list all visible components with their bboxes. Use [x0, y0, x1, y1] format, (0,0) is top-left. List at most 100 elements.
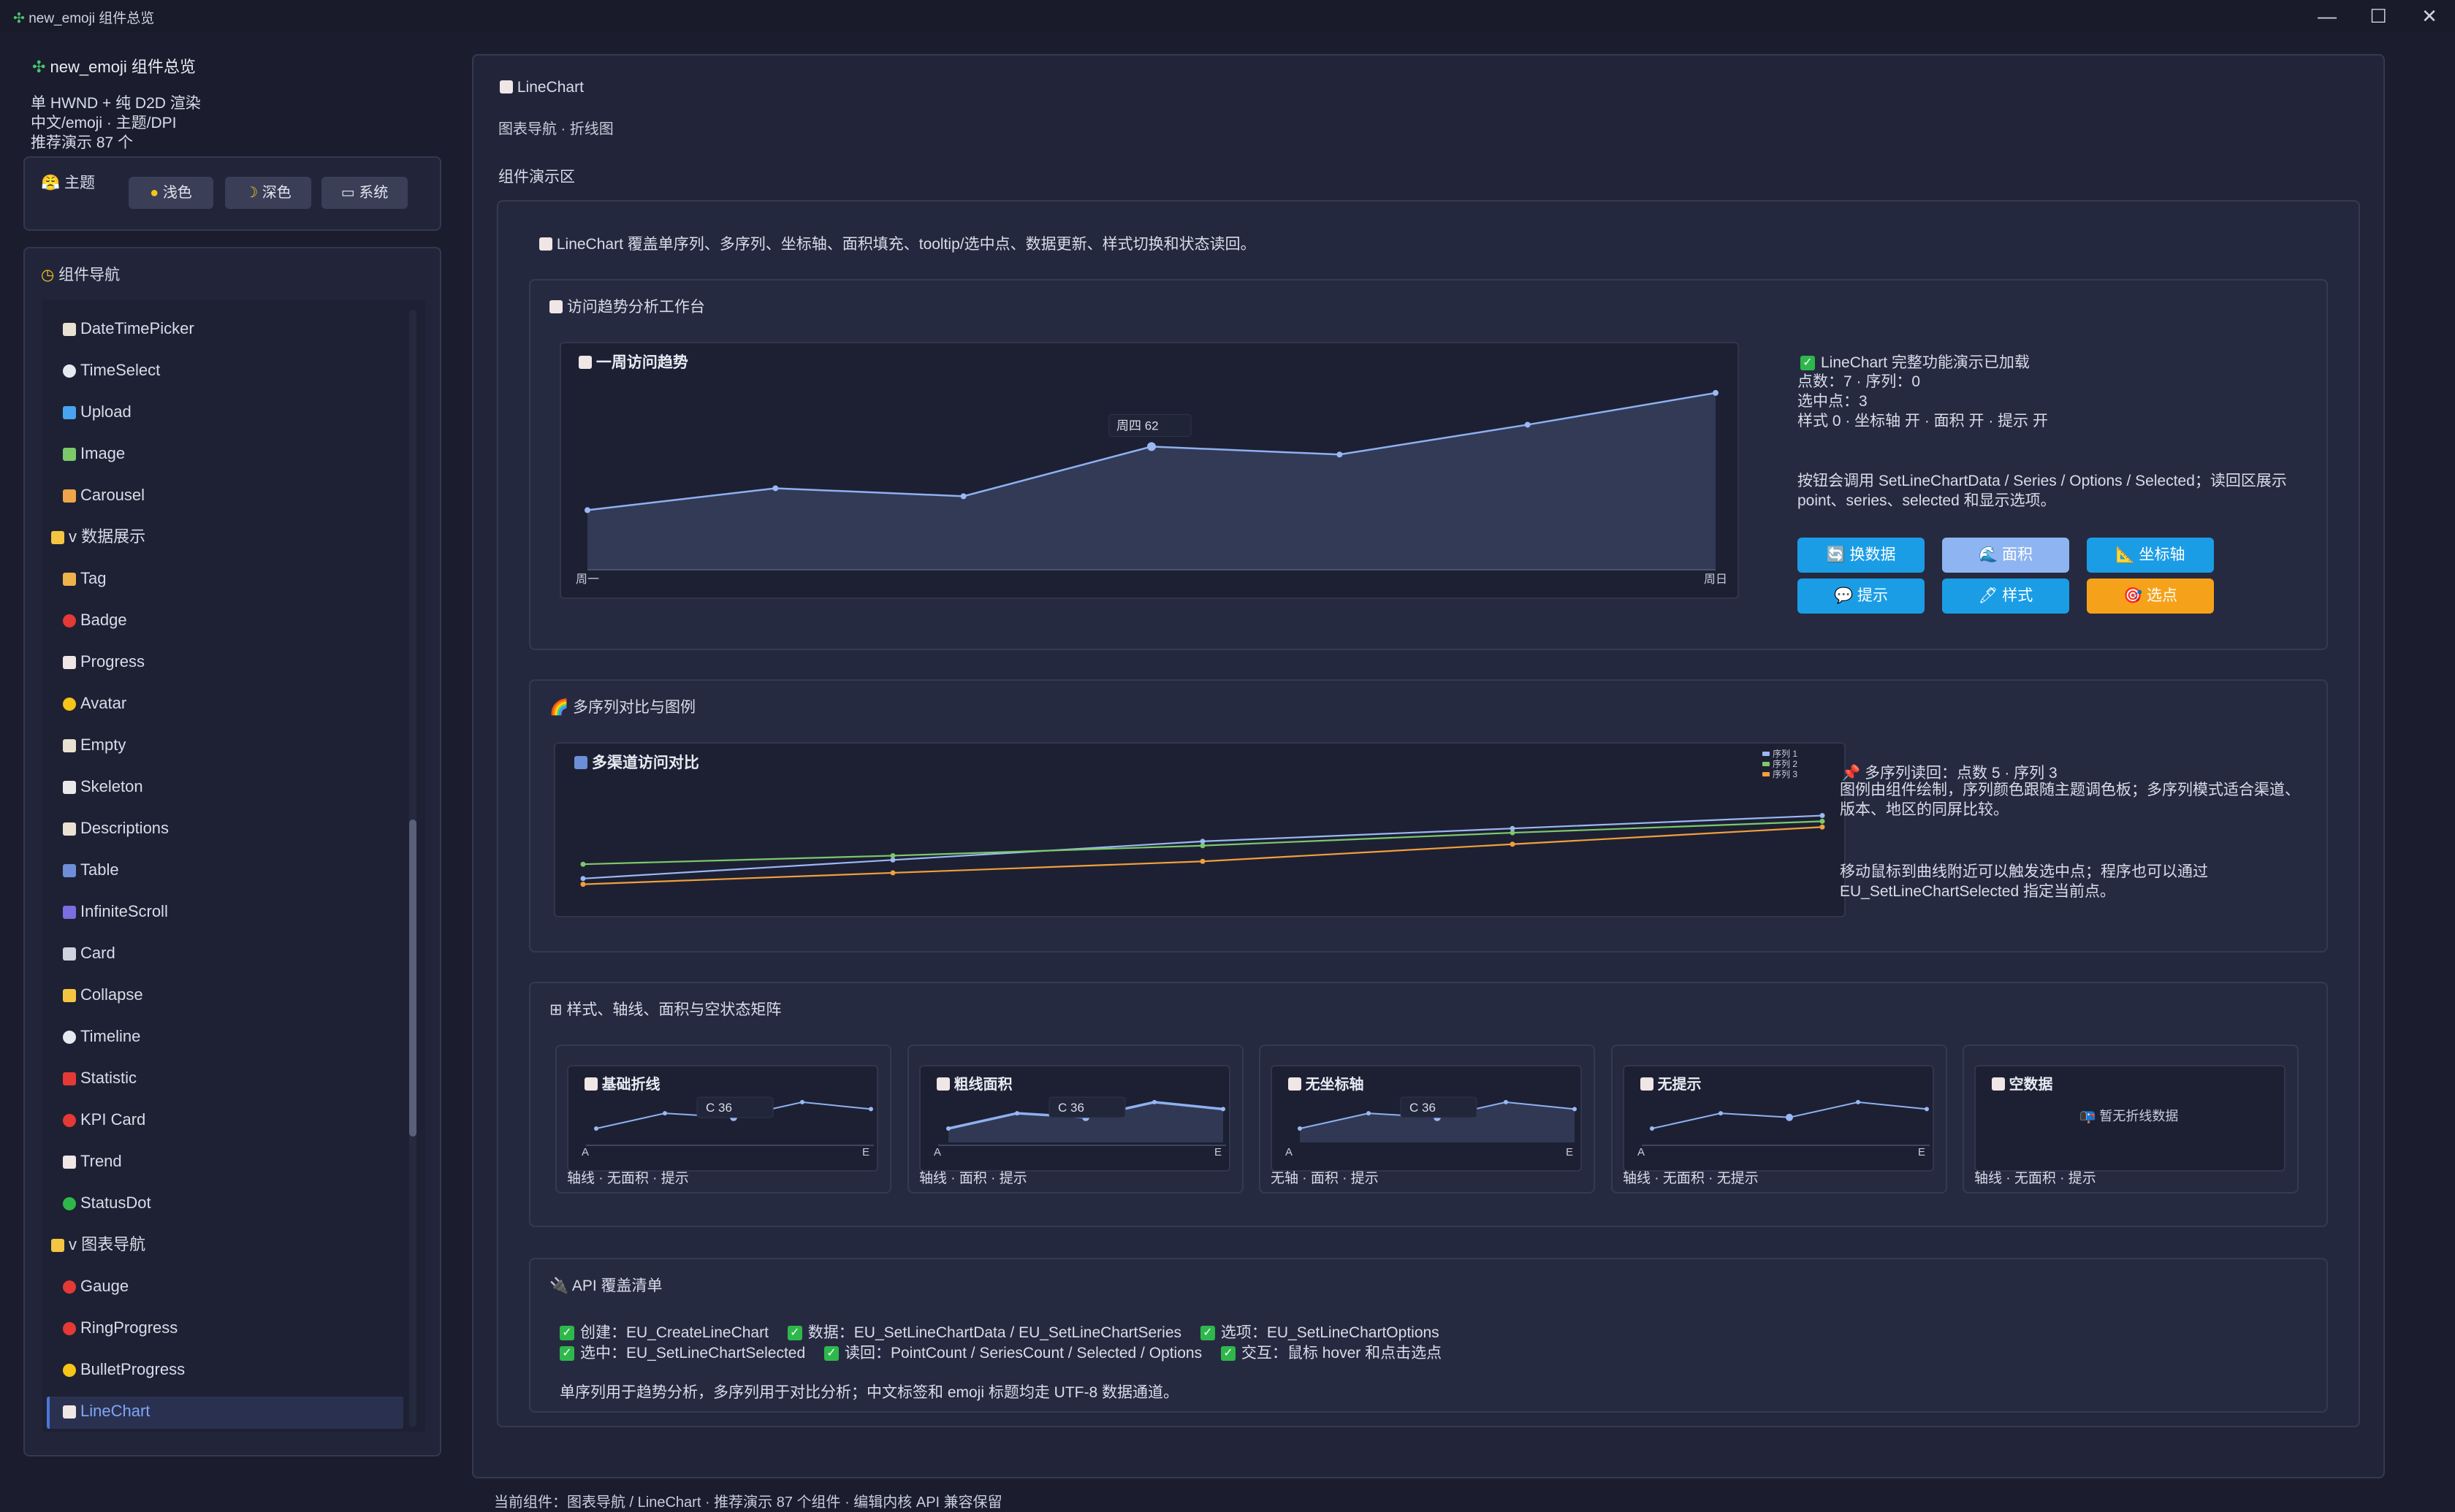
matrix-cell-title: 粗线面积	[937, 1072, 1013, 1093]
api-title: 🔌 API 覆盖清单	[549, 1278, 663, 1294]
mini-point[interactable]	[1925, 1107, 1929, 1112]
sidebar-item-collapse[interactable]: Collapse	[63, 982, 143, 1008]
theme-dark-button[interactable]: ☽ 深色	[225, 177, 311, 209]
mini-point[interactable]	[594, 1126, 598, 1131]
series-point[interactable]	[1200, 858, 1206, 864]
multi-chart-card[interactable]	[554, 742, 1846, 917]
mini-point[interactable]	[1152, 1099, 1157, 1104]
series-point[interactable]	[1819, 824, 1825, 830]
trend-chart[interactable]: 周四 62 周一 周日	[560, 342, 1739, 599]
legend-swatch	[1762, 762, 1770, 766]
sidebar-item-tag[interactable]: Tag	[63, 565, 106, 592]
sidebar-item-数据展示[interactable]: v 数据展示	[51, 524, 145, 550]
mini-point[interactable]	[1366, 1111, 1371, 1116]
sidebar-item-descriptions[interactable]: Descriptions	[63, 815, 169, 841]
series-point[interactable]	[580, 882, 586, 887]
sidebar-item-progress[interactable]: Progress	[63, 649, 145, 675]
sidebar-item-image[interactable]: Image	[63, 440, 125, 467]
trend-point[interactable]	[1147, 442, 1156, 451]
mini-point[interactable]	[869, 1107, 873, 1112]
sidebar-item-ringprogress[interactable]: RingProgress	[63, 1315, 178, 1341]
matrix-mini-chart[interactable]: C 36 A E	[919, 1065, 1230, 1172]
series-point[interactable]	[890, 870, 896, 876]
series-point[interactable]	[1510, 830, 1515, 836]
multi-series-title: 🌈 多序列对比与图例	[549, 699, 696, 716]
sidebar-item-avatar[interactable]: Avatar	[63, 690, 126, 717]
sidebar-item-label: LineChart	[80, 1402, 151, 1420]
sidebar-item-datetimepicker[interactable]: DateTimePicker	[63, 316, 194, 342]
series-point[interactable]	[1510, 825, 1515, 831]
theme-system-button[interactable]: ▭ 系统	[321, 177, 408, 209]
area-toggle-button[interactable]: 🌊 面积	[1942, 538, 2069, 573]
mini-point[interactable]	[1718, 1111, 1723, 1116]
trend-point[interactable]	[1713, 389, 1718, 396]
sidebar-item-label: Avatar	[80, 694, 127, 712]
matrix-cell-title: 基础折线	[585, 1072, 661, 1093]
sidebar-item-图表导航[interactable]: v 图表导航	[51, 1232, 145, 1258]
sidebar-item-badge[interactable]: Badge	[63, 607, 127, 633]
sidebar-item-statistic[interactable]: Statistic	[63, 1065, 137, 1091]
series-point[interactable]	[1510, 841, 1515, 847]
linechart-icon	[579, 356, 592, 369]
mini-point[interactable]	[1786, 1113, 1793, 1121]
sidebar-item-trend[interactable]: Trend	[63, 1148, 122, 1175]
matrix-mini-chart[interactable]: C 36 A E	[1271, 1065, 1582, 1172]
nav-list[interactable]	[42, 299, 425, 1432]
mini-point[interactable]	[1650, 1126, 1654, 1131]
series-point[interactable]	[580, 861, 586, 867]
upload-icon	[63, 406, 76, 419]
ring-icon	[63, 1322, 76, 1335]
series-point[interactable]	[1819, 813, 1825, 819]
trend-point[interactable]	[585, 507, 590, 513]
trend-point[interactable]	[1524, 421, 1531, 428]
theme-label: 😤 主题	[41, 175, 95, 191]
mini-point[interactable]	[663, 1111, 667, 1116]
sidebar-item-timeline[interactable]: Timeline	[63, 1023, 140, 1050]
sidebar-item-skeleton[interactable]: Skeleton	[63, 774, 143, 800]
mini-point[interactable]	[1856, 1099, 1860, 1104]
compass-icon: ◷	[41, 267, 59, 283]
trend-point[interactable]	[1336, 451, 1343, 458]
trend-point[interactable]	[960, 493, 967, 500]
style-button[interactable]: 🖊 样式	[1942, 579, 2069, 614]
mini-point[interactable]	[946, 1126, 951, 1131]
sidebar-item-linechart[interactable]: LineChart	[63, 1398, 150, 1424]
mini-point[interactable]	[800, 1099, 804, 1104]
nav-scrollbar-thumb[interactable]	[409, 820, 416, 1137]
series-point[interactable]	[1200, 839, 1206, 844]
tooltip-toggle-button[interactable]: 💬 提示	[1797, 579, 1925, 614]
theme-light-button[interactable]: ● 浅色	[129, 177, 213, 209]
mini-point[interactable]	[1015, 1111, 1019, 1116]
matrix-mini-chart[interactable]: C 36 A E	[567, 1065, 878, 1172]
mini-point[interactable]	[1298, 1126, 1302, 1131]
select-point-button[interactable]: 🎯 选点	[2087, 579, 2214, 614]
sidebar-item-timeselect[interactable]: TimeSelect	[63, 357, 160, 383]
sidebar-item-bulletprogress[interactable]: BulletProgress	[63, 1356, 185, 1383]
avatar-icon	[63, 698, 76, 711]
sidebar-item-infinitescroll[interactable]: InfiniteScroll	[63, 898, 168, 925]
mini-point[interactable]	[1572, 1107, 1577, 1112]
multi-chart[interactable]: 序列 1序列 2序列 3	[554, 742, 1846, 917]
sidebar-item-statusdot[interactable]: StatusDot	[63, 1190, 151, 1216]
sidebar-item-empty[interactable]: Empty	[63, 732, 126, 758]
series-point[interactable]	[580, 876, 586, 882]
series-point[interactable]	[890, 857, 896, 863]
trend-point[interactable]	[772, 485, 779, 492]
sidebar-item-gauge[interactable]: Gauge	[63, 1273, 129, 1299]
series-point[interactable]	[890, 852, 896, 858]
close-button[interactable]: ✕	[2421, 5, 2437, 27]
sidebar-item-kpi-card[interactable]: KPI Card	[63, 1107, 145, 1133]
maximize-button[interactable]: ☐	[2370, 5, 2387, 27]
mini-point[interactable]	[1504, 1099, 1508, 1104]
mini-point[interactable]	[1221, 1107, 1225, 1112]
swap-data-button[interactable]: 🔄 换数据	[1797, 538, 1925, 573]
sidebar-item-carousel[interactable]: Carousel	[63, 482, 145, 508]
series-point[interactable]	[1819, 818, 1825, 824]
sidebar-item-card[interactable]: Card	[63, 940, 115, 966]
axis-toggle-button[interactable]: 📐 坐标轴	[2087, 538, 2214, 573]
sidebar-item-table[interactable]: Table	[63, 857, 119, 883]
series-point[interactable]	[1200, 843, 1206, 849]
minimize-button[interactable]: —	[2318, 5, 2337, 27]
sidebar-item-upload[interactable]: Upload	[63, 399, 132, 425]
